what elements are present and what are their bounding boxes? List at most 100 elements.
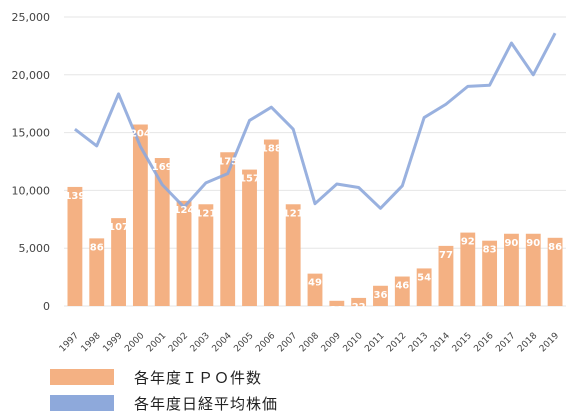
x-tick-label: 1997	[58, 331, 81, 354]
bar	[351, 297, 367, 306]
bar-data-label: 46	[395, 281, 409, 292]
bar-data-label: 90	[504, 238, 518, 249]
bar	[89, 238, 105, 306]
bar-data-label: 54	[417, 272, 431, 283]
bar-data-label: 77	[439, 250, 453, 261]
line-point	[161, 184, 163, 186]
y-tick-label: 15,000	[12, 127, 51, 140]
y-tick-label: 20,000	[12, 69, 51, 82]
x-tick-label: 1999	[101, 331, 124, 354]
bar-data-label: 83	[483, 245, 497, 256]
line-point	[205, 182, 207, 184]
legend-label-ipo: 各年度ＩＰＯ件数	[134, 368, 263, 387]
x-tick-label: 2015	[451, 331, 474, 354]
line-point	[249, 120, 251, 122]
bar-data-label: 204	[130, 129, 151, 140]
bar	[198, 204, 214, 306]
bar-data-label: 22	[352, 302, 366, 313]
line-point	[380, 208, 382, 210]
line-point	[554, 32, 556, 34]
bar	[416, 268, 432, 306]
x-tick-label: 2006	[254, 331, 277, 354]
line-point	[467, 86, 469, 88]
bar-data-label: 121	[195, 208, 216, 219]
legend-label-nikkei: 各年度日経平均株価	[134, 394, 279, 413]
bar	[504, 233, 519, 306]
x-tick-label: 2018	[516, 331, 539, 354]
x-tick-label: 2000	[123, 331, 146, 354]
bar-data-label: 90	[526, 238, 540, 249]
x-tick-label: 2002	[167, 331, 190, 354]
line-point	[118, 93, 120, 95]
line-point	[74, 128, 76, 130]
bar	[460, 232, 476, 306]
line-point	[336, 183, 338, 185]
x-tick-label: 1998	[80, 331, 103, 354]
bar	[482, 240, 498, 306]
x-tick-label: 2016	[472, 331, 495, 354]
bar-data-label: 188	[261, 144, 282, 155]
line-point	[140, 146, 142, 148]
bar-data-label: 49	[308, 278, 322, 289]
bar	[111, 218, 126, 306]
bar	[220, 152, 236, 306]
y-tick-label: 10,000	[12, 184, 51, 197]
line-point	[227, 173, 229, 175]
bar-data-label: 19	[330, 305, 344, 316]
x-tick-label: 2012	[385, 331, 408, 354]
line-point	[96, 145, 98, 147]
bar	[438, 245, 454, 306]
y-tick-label: 25,000	[12, 11, 51, 24]
x-tick-label: 2008	[298, 331, 321, 354]
x-tick-label: 2010	[342, 331, 365, 354]
legend: 各年度ＩＰＯ件数 各年度日経平均株価	[50, 366, 278, 418]
legend-item-nikkei: 各年度日経平均株価	[50, 392, 278, 414]
line-point	[402, 185, 404, 187]
bar-data-label: 139	[64, 191, 85, 202]
line-point	[445, 103, 447, 105]
bar	[373, 285, 388, 306]
line-point	[489, 84, 491, 86]
bar	[132, 124, 148, 307]
bar-data-label: 36	[374, 290, 388, 301]
bar	[394, 276, 410, 306]
y-tick-label: 5,000	[19, 242, 51, 255]
bar	[307, 273, 323, 306]
bar-data-label: 175	[217, 156, 238, 167]
bar	[547, 237, 563, 306]
x-tick-label: 2001	[145, 331, 168, 354]
bar-data-label: 107	[108, 222, 129, 233]
x-tick-label: 2009	[320, 331, 343, 354]
line-point	[511, 42, 513, 44]
bar	[285, 204, 301, 306]
line-point	[532, 74, 534, 76]
legend-item-ipo: 各年度ＩＰＯ件数	[50, 366, 278, 388]
bar	[242, 169, 257, 306]
bar-data-label: 92	[461, 237, 475, 248]
bar-data-label: 86	[548, 242, 562, 253]
x-tick-label: 2017	[494, 331, 517, 354]
x-tick-label: 2013	[407, 331, 430, 354]
x-tick-label: 2011	[363, 331, 386, 354]
bar-data-label: 124	[174, 205, 195, 216]
line-series	[73, 32, 557, 210]
bar	[263, 139, 279, 306]
bar	[154, 158, 170, 306]
line-point	[292, 128, 294, 130]
x-tick-label: 2019	[538, 331, 561, 354]
bar	[176, 200, 192, 306]
legend-swatch-ipo	[50, 369, 114, 385]
bar	[525, 233, 541, 306]
bar-data-label: 121	[283, 208, 304, 219]
x-tick-label: 2004	[211, 331, 234, 354]
x-tick-label: 2007	[276, 331, 299, 354]
bar	[67, 186, 83, 306]
bar-data-label: 169	[152, 162, 173, 173]
line-point	[314, 203, 316, 205]
y-tick-label: 0	[43, 300, 50, 313]
combo-chart: 0 5,000 10,000 15,000 20,000 25,000 139 86 107 20…	[12, 11, 566, 354]
line-point	[358, 187, 360, 189]
x-tick-label: 2005	[232, 331, 255, 354]
line-point	[271, 106, 273, 108]
